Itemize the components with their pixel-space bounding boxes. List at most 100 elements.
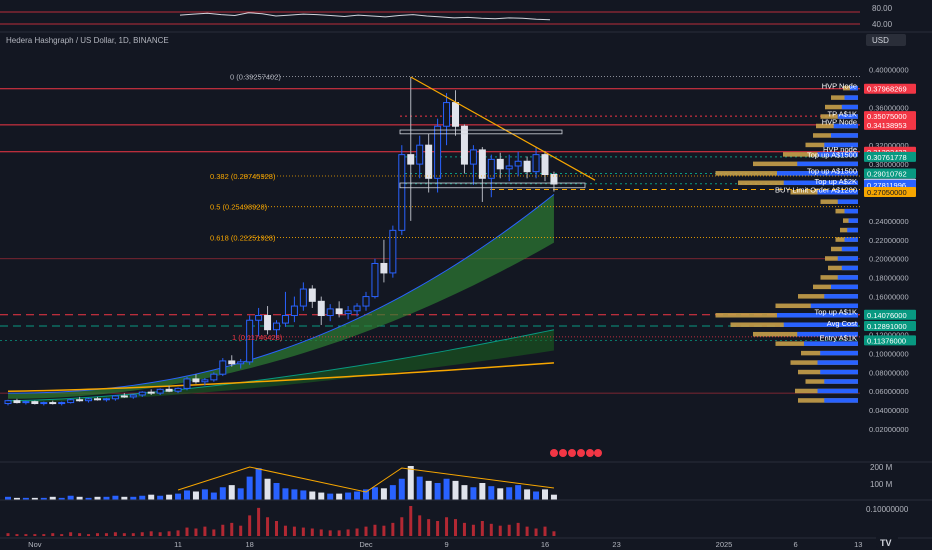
line-label: Avg Cost	[827, 319, 858, 328]
oscillator-bar	[498, 525, 502, 536]
volume-bar	[282, 488, 289, 500]
long-ma-line	[7, 362, 555, 392]
time-axis-tick: 11	[174, 540, 182, 549]
time-axis[interactable]: Nov 11 18 Dec 9 16 23 2025 6 13	[28, 540, 862, 549]
oscillator-bar	[471, 524, 475, 536]
candle-body	[192, 378, 200, 383]
volume-bar	[85, 497, 92, 500]
fib-level-label: 0.382 (0.28745928)	[210, 172, 276, 181]
range-box	[399, 129, 563, 135]
volume-bar	[389, 485, 396, 500]
price-tag-text: 0.27050000	[867, 188, 907, 197]
line-label: Entry A$1K	[819, 333, 857, 342]
oscillator-bar	[69, 532, 73, 536]
volume-bar	[210, 492, 217, 500]
time-axis-tick: 6	[794, 540, 798, 549]
candle-body	[452, 102, 459, 127]
oscillator-bar	[60, 534, 64, 536]
candle-body	[156, 388, 164, 394]
volume-bar	[479, 483, 486, 500]
oscillator-bar	[525, 526, 529, 536]
oscillator-bar	[552, 531, 556, 536]
volume-profile-bar	[797, 161, 858, 167]
volume-bar	[470, 487, 477, 500]
candle-body	[281, 315, 289, 324]
oscillator-bar	[364, 526, 368, 536]
candle-body	[362, 296, 370, 307]
volume-bar	[121, 496, 128, 500]
event-marker-icon	[550, 449, 558, 457]
candlesticks	[4, 77, 558, 406]
candle-body	[532, 154, 540, 173]
oscillator-bar	[212, 529, 216, 536]
volume-profile-bar	[804, 341, 858, 346]
volume-bar	[192, 491, 199, 500]
volume-bar	[103, 496, 110, 500]
candle-body	[496, 158, 504, 170]
time-axis-tick: 2025	[716, 540, 733, 549]
oscillator-bar	[78, 533, 82, 536]
volume-bar	[139, 495, 146, 500]
candle-body	[371, 262, 379, 298]
volume-profile-bar	[844, 208, 858, 214]
oscillator-bar	[185, 527, 189, 536]
candle-body	[487, 158, 495, 179]
oscillator-bar	[257, 507, 261, 536]
candle-body	[138, 391, 146, 396]
oscillator-bar	[445, 517, 449, 536]
candle-body	[22, 401, 30, 404]
descending-trendline	[410, 76, 596, 181]
candle-body	[398, 154, 406, 231]
volume-profile-bar	[824, 398, 858, 403]
volume-bar	[452, 480, 459, 500]
candle-body	[478, 149, 486, 179]
volume-bar	[434, 483, 441, 500]
oscillator-bar	[427, 519, 431, 536]
oscillator-bar	[516, 522, 520, 536]
volume-bar	[542, 489, 548, 500]
time-axis-tick: Nov	[28, 540, 42, 549]
oscillator-bar	[33, 534, 37, 536]
volume-bar	[228, 485, 235, 500]
event-markers[interactable]	[550, 449, 602, 457]
fib-level-label: 0.618 (0.22251928)	[210, 233, 276, 242]
oscillator-bar	[42, 534, 46, 536]
oscillator-bar	[248, 515, 252, 536]
candle-body	[255, 315, 263, 321]
line-label: Top up A$1500	[807, 151, 857, 160]
candle-body	[210, 373, 218, 381]
volume-bars	[5, 466, 557, 500]
oscillator-bar	[96, 533, 99, 536]
volume-profile-bar	[777, 171, 858, 176]
oscillator-bar	[462, 522, 466, 536]
volume-bar	[515, 485, 522, 500]
volume-bar	[398, 478, 405, 500]
volume-profile-bar	[817, 152, 858, 157]
volume-profile-bar	[841, 246, 858, 252]
candle-body	[326, 308, 334, 317]
oscillator-bar	[337, 530, 341, 536]
volume-trendline	[177, 466, 555, 493]
oscillator-bar	[131, 533, 135, 536]
volume-profile-bar	[824, 379, 858, 384]
oscillator-bar	[310, 528, 314, 536]
candle-body	[85, 398, 93, 402]
volume-profile-bar	[849, 85, 858, 91]
oscillator-bar	[373, 524, 377, 536]
price-axis[interactable]: 0.40000000 0.36000000 0.32000000 0.30000000…	[869, 65, 909, 434]
volume-bar	[157, 495, 164, 500]
candle-body	[273, 322, 280, 331]
candle-body	[120, 395, 128, 398]
currency-selector[interactable]	[866, 34, 906, 46]
volume-bar	[425, 480, 432, 500]
time-axis-tick: 13	[854, 540, 862, 549]
oscillator-bar	[391, 522, 395, 536]
line-label: HVP Node	[822, 118, 857, 127]
volume-bar	[407, 466, 414, 500]
volume-bar	[130, 496, 137, 500]
price-tag	[864, 321, 916, 332]
candle-body	[13, 400, 21, 404]
price-tag-text: 0.30761778	[867, 153, 907, 162]
volume-profile-bar	[844, 95, 858, 100]
